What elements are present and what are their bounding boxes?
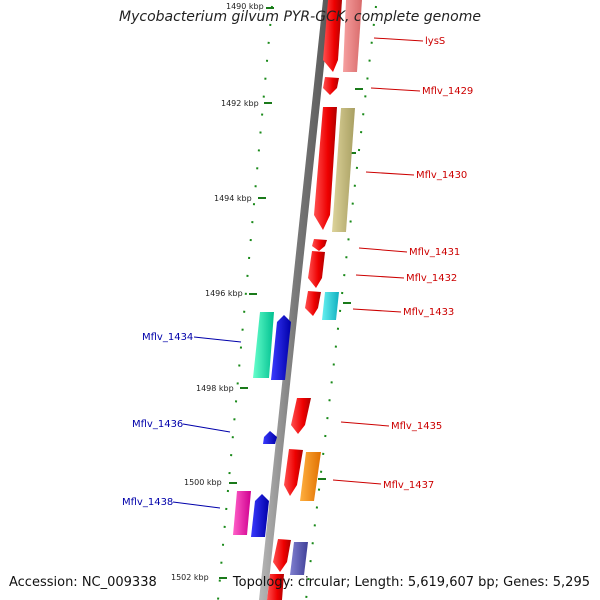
gene-mflv-1435[interactable] xyxy=(291,398,311,434)
kbp-label: 1494 kbp xyxy=(214,194,252,203)
gene-label[interactable]: Mflv_1435 xyxy=(391,421,442,432)
gene-mflv-1437-pair[interactable] xyxy=(300,452,321,501)
gene-next-forward[interactable] xyxy=(273,539,291,572)
kbp-tick xyxy=(318,478,326,480)
kbp-label: 1498 kbp xyxy=(196,384,234,393)
kbp-label: 1496 kbp xyxy=(205,289,243,298)
map-title: Mycobacterium gilvum PYR-GCK, complete g… xyxy=(119,9,481,25)
gene-mflv-1436[interactable] xyxy=(263,431,277,444)
gene-label[interactable]: Mflv_1438 xyxy=(122,497,173,508)
gene-next-forward-pair[interactable] xyxy=(290,542,308,575)
kbp-tick xyxy=(348,152,356,154)
forward-leaders xyxy=(332,37,424,485)
leader-line xyxy=(340,421,390,427)
gene-label[interactable]: Mflv_1429 xyxy=(422,86,473,97)
gene-lysS-neighbour[interactable] xyxy=(343,0,362,72)
kbp-tick xyxy=(240,387,248,389)
gene-label[interactable]: Mflv_1433 xyxy=(403,307,454,318)
kbp-label: 1492 kbp xyxy=(221,99,259,108)
gene-mflv-1430[interactable] xyxy=(314,107,337,230)
genome-stats-text: Topology: circular; Length: 5,619,607 bp… xyxy=(232,575,590,590)
gene-label[interactable]: Mflv_1431 xyxy=(409,247,460,258)
kbp-tick xyxy=(249,293,257,295)
gene-bottom-forward[interactable] xyxy=(267,574,284,600)
gene-mflv-1434-pair[interactable] xyxy=(253,312,274,378)
leader-line xyxy=(352,308,402,313)
gene-mflv-1438[interactable] xyxy=(251,494,269,537)
gene-mflv-1438-pair[interactable] xyxy=(233,491,251,535)
gene-label[interactable]: Mflv_1430 xyxy=(416,170,467,181)
gene-label[interactable]: Mflv_1432 xyxy=(406,273,457,284)
gene-mflv-1431[interactable] xyxy=(312,239,327,251)
kbp-tick xyxy=(343,302,351,304)
leader-line xyxy=(172,501,221,509)
kbp-tick xyxy=(264,102,272,104)
gene-lysS[interactable] xyxy=(323,0,342,72)
gene-mflv-1433-pair[interactable] xyxy=(322,292,339,320)
leader-line xyxy=(332,479,382,485)
kbp-tick xyxy=(355,88,363,90)
gene-mflv-1429[interactable] xyxy=(323,77,339,95)
kbp-tick xyxy=(266,7,274,9)
gene-label[interactable]: Mflv_1434 xyxy=(142,332,193,343)
leader-line xyxy=(373,37,424,42)
kbp-tick xyxy=(229,482,237,484)
gene-label[interactable]: Mflv_1437 xyxy=(383,480,434,491)
kbp-ticks xyxy=(219,7,363,579)
kbp-label: 1502 kbp xyxy=(171,573,209,582)
kbp-tick xyxy=(258,197,266,199)
leader-line xyxy=(193,336,242,343)
gene-mflv-1433[interactable] xyxy=(305,291,321,316)
kbp-label: 1490 kbp xyxy=(226,2,264,11)
gene-label[interactable]: Mflv_1436 xyxy=(132,419,183,430)
gene-mflv-1437[interactable] xyxy=(284,449,303,496)
kbp-tick xyxy=(219,577,227,579)
gene-mflv-1430-pair[interactable] xyxy=(332,108,355,232)
leader-line xyxy=(365,171,415,176)
accession-text: Accession: NC_009338 xyxy=(9,575,157,590)
leader-line xyxy=(358,247,408,253)
genome-backbone xyxy=(259,0,331,600)
gene-label[interactable]: lysS xyxy=(425,36,445,47)
reverse-leaders xyxy=(172,336,242,509)
leader-line xyxy=(370,87,421,92)
gene-mflv-1432[interactable] xyxy=(308,251,325,288)
kbp-label: 1500 kbp xyxy=(184,478,222,487)
leader-line xyxy=(182,423,231,433)
gene-mflv-1434[interactable] xyxy=(271,315,291,380)
leader-line xyxy=(355,274,405,279)
